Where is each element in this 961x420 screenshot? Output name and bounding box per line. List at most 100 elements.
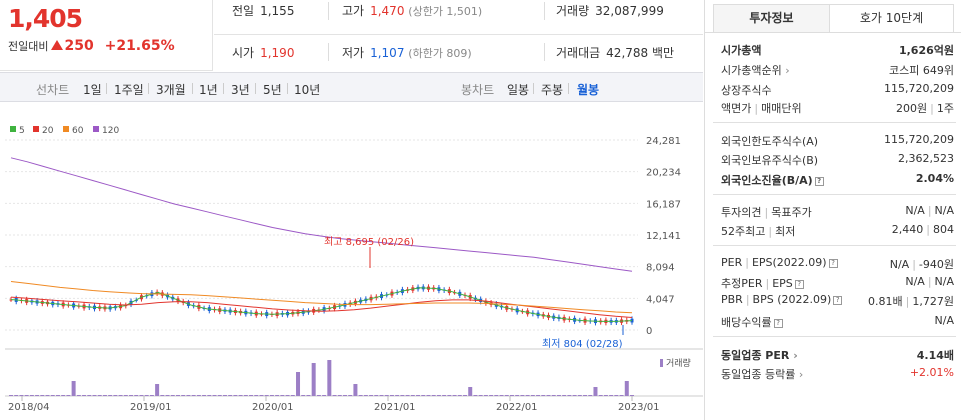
volume-bar xyxy=(228,395,233,396)
volume-bar xyxy=(102,395,107,396)
period-5y[interactable]: 5년 xyxy=(263,83,282,97)
volume-bar xyxy=(24,395,29,396)
legend-label-20: 20 xyxy=(42,126,54,136)
volume-bar xyxy=(416,395,421,396)
low-price: 저가 1,107 (하한가 809) xyxy=(342,46,472,60)
period-1w[interactable]: 1주일 xyxy=(114,83,144,97)
prev-close: 전일 1,155 xyxy=(232,4,295,18)
volume-bar xyxy=(583,395,588,396)
tab-investment-info[interactable]: 투자정보 xyxy=(713,4,830,33)
x-tick-label: 2020/01 xyxy=(252,402,294,413)
candle-daily[interactable]: 일봉 xyxy=(507,83,530,97)
volume-bar xyxy=(541,395,546,396)
period-1y[interactable]: 1년 xyxy=(199,83,218,97)
opinion-row: 투자의견 | 목표주가 N/A | N/A xyxy=(721,204,954,219)
volume-bar xyxy=(160,395,165,396)
up-triangle-icon xyxy=(51,40,64,50)
volume-bar xyxy=(509,395,514,396)
volume-bar xyxy=(630,395,634,396)
volume-bar xyxy=(175,395,180,396)
volume-bar xyxy=(290,395,295,396)
volume-bar xyxy=(593,387,598,396)
volume-bar xyxy=(249,395,254,396)
period-3y[interactable]: 3년 xyxy=(231,83,250,97)
period-10y[interactable]: 10년 xyxy=(294,83,321,97)
period-3m[interactable]: 3개월 xyxy=(156,83,186,97)
volume-bar xyxy=(181,395,186,396)
volume-bar xyxy=(202,395,207,396)
volume-bar xyxy=(66,395,71,396)
help-icon[interactable]: ? xyxy=(814,177,824,186)
dividend-row: 배당수익률? N/A xyxy=(721,314,954,329)
help-icon[interactable]: ? xyxy=(828,259,838,268)
tab-orderbook[interactable]: 호가 10단계 xyxy=(829,4,954,33)
ma-line-120 xyxy=(10,157,633,272)
volume-bar xyxy=(243,395,248,396)
volume-bar xyxy=(14,395,19,396)
legend-label-60: 60 xyxy=(72,126,84,136)
volume-bar xyxy=(436,395,441,396)
y-tick-label: 4,047 xyxy=(646,294,675,305)
volume-bar xyxy=(369,395,374,396)
volume-bar xyxy=(374,395,379,396)
y-tick-label: 16,187 xyxy=(646,199,681,210)
volume-bar xyxy=(499,395,504,396)
volume-bar xyxy=(588,395,593,396)
volume-bar xyxy=(87,395,92,396)
volume-bar xyxy=(306,395,311,396)
volume-bar xyxy=(567,395,572,396)
candle-chart-label: 봉차트 xyxy=(461,83,495,97)
chart-grid xyxy=(5,139,703,397)
volume-bar xyxy=(624,381,629,396)
volume-bar xyxy=(45,395,50,396)
volume-bar xyxy=(40,395,45,396)
volume-bar xyxy=(551,395,556,396)
period-1d[interactable]: 1일 xyxy=(83,83,102,97)
price-change: 전일대비 250 +21.65% xyxy=(8,38,175,54)
current-price: 1,405 xyxy=(8,4,83,33)
high-price: 고가 1,470 (상한가 1,501) xyxy=(342,4,483,18)
volume-bar xyxy=(97,395,102,396)
volume-bar xyxy=(217,395,222,396)
change-value: 250 xyxy=(64,38,94,54)
investment-info-panel: 투자정보 호가 10단계 시가총액 1,626억원 시가총액순위 › 코스피 649… xyxy=(704,0,961,420)
legend-swatch-20 xyxy=(33,126,39,132)
volume-bar xyxy=(82,395,87,396)
volume-bar xyxy=(71,381,76,396)
help-icon[interactable]: ? xyxy=(794,280,804,289)
volume-bar xyxy=(410,395,415,396)
candle-monthly[interactable]: 월봉 xyxy=(577,83,600,97)
x-tick-label: 2018/04 xyxy=(8,402,50,413)
volume-bar xyxy=(577,395,582,396)
legend-swatch-120 xyxy=(93,126,99,132)
candle-weekly[interactable]: 주봉 xyxy=(541,83,564,97)
help-icon[interactable]: ? xyxy=(833,296,843,305)
volume-bar xyxy=(191,395,196,396)
volume-bar xyxy=(113,395,118,396)
volume-bar xyxy=(296,372,301,396)
annotations: 최고 8,695 (02/26) 최저 804 (02/28) xyxy=(324,236,624,350)
ma-line-60 xyxy=(10,281,633,314)
chart-period-bar: 선차트 1일 1주일 3개월 1년 3년 5년 10년 봉차트 일봉 주봉 월봉 xyxy=(0,72,703,102)
x-tick-label: 2022/01 xyxy=(496,402,538,413)
volume-bar xyxy=(144,395,149,396)
volume-bar xyxy=(536,395,541,396)
foreign-limit-row: 외국인한도주식수(A) 115,720,209 xyxy=(721,133,954,148)
x-tick-label: 2023/01 xyxy=(618,402,660,413)
listed-shares-row: 상장주식수 115,720,209 xyxy=(721,82,954,97)
volume-bar xyxy=(222,395,227,396)
change-percent: +21.65% xyxy=(104,38,175,54)
y-axis-ticks: 24,281 20,234 16,187 12,141 8,094 4,047 0 xyxy=(646,136,681,337)
help-icon[interactable]: ? xyxy=(773,319,783,328)
volume-bar xyxy=(431,395,436,396)
volume-bar xyxy=(515,395,520,396)
volume-bar xyxy=(494,395,499,396)
foreign-hold-row: 외국인보유주식수(B) 2,362,523 xyxy=(721,152,954,167)
volume-bar xyxy=(489,395,494,396)
quote-stats: 전일 1,155 고가 1,470 (상한가 1,501) 거래량 32,087,99… xyxy=(214,0,703,71)
volume-bar xyxy=(196,395,201,396)
y-tick-label: 0 xyxy=(646,326,652,337)
volume-bar xyxy=(358,395,363,396)
volume-bar xyxy=(619,395,624,396)
moving-averages xyxy=(10,157,633,322)
